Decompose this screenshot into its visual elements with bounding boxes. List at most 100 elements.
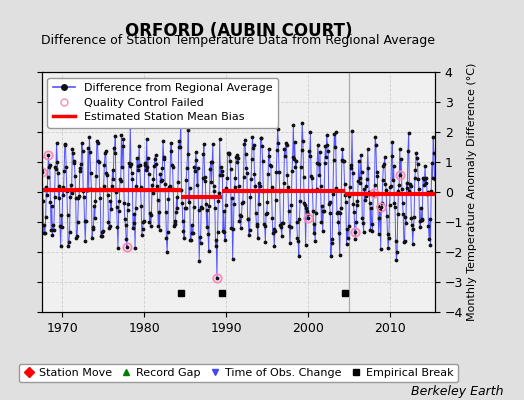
Point [299, 174, 308, 180]
Point [355, 180, 364, 186]
Point [272, 169, 280, 176]
Point [347, 165, 355, 172]
Point [287, 223, 295, 230]
Point [340, 180, 348, 187]
Point [412, 150, 420, 156]
Point [194, 165, 202, 172]
Point [178, 200, 187, 206]
Point [369, 190, 378, 196]
Point [253, 221, 261, 228]
Point [405, 188, 413, 194]
Point [237, 225, 245, 232]
Point [312, 186, 321, 192]
Point [427, 242, 435, 248]
Point [190, 204, 198, 210]
Point [332, 185, 341, 191]
Point [235, 182, 243, 189]
Point [189, 230, 197, 236]
Point [61, 140, 70, 147]
Point [220, 229, 228, 236]
Point [86, 170, 95, 176]
Point [397, 156, 406, 162]
Point [41, 214, 50, 220]
Point [297, 146, 305, 153]
Point [168, 162, 176, 169]
Point [252, 210, 260, 216]
Point [334, 218, 343, 225]
Point [45, 164, 53, 170]
Point [265, 153, 274, 159]
Point [337, 157, 346, 164]
Point [155, 209, 163, 216]
Point [149, 190, 157, 196]
Point [174, 178, 182, 185]
Point [398, 186, 406, 193]
Point [149, 176, 158, 182]
Point [399, 211, 407, 218]
Point [228, 256, 237, 262]
Point [215, 136, 224, 142]
Point [224, 150, 233, 157]
Point [423, 191, 431, 197]
Point [111, 132, 119, 139]
Point [350, 209, 358, 216]
Point [150, 156, 159, 162]
Point [177, 186, 185, 193]
Point [297, 164, 305, 171]
Point [195, 258, 203, 264]
Point [63, 188, 71, 195]
Point [273, 147, 281, 153]
Point [370, 182, 379, 188]
Point [163, 229, 172, 236]
Point [81, 238, 90, 244]
Point [407, 215, 416, 221]
Point [258, 142, 266, 149]
Point [286, 240, 294, 246]
Point [209, 183, 217, 189]
Point [420, 176, 428, 182]
Point [188, 222, 196, 228]
Point [184, 126, 192, 133]
Point [321, 160, 329, 166]
Point [124, 201, 133, 208]
Point [48, 232, 57, 238]
Point [325, 199, 334, 206]
Point [142, 166, 150, 173]
Point [384, 245, 392, 252]
Point [414, 186, 423, 192]
Point [226, 157, 234, 164]
Point [84, 144, 92, 151]
Point [375, 230, 383, 237]
Point [363, 176, 371, 183]
Point [312, 210, 320, 217]
Point [56, 223, 64, 230]
Point [185, 185, 194, 191]
Point [243, 170, 251, 176]
Point [222, 202, 230, 208]
Point [48, 203, 56, 210]
Point [400, 239, 408, 245]
Point [378, 200, 386, 206]
Point [264, 171, 272, 177]
Point [87, 186, 95, 192]
Point [290, 139, 299, 146]
Point [278, 219, 287, 226]
Point [181, 205, 190, 211]
Point [130, 211, 138, 218]
Point [416, 223, 424, 230]
Point [139, 219, 147, 226]
Point [217, 172, 226, 178]
Point [281, 152, 289, 159]
Point [362, 183, 370, 189]
Point [181, 205, 189, 211]
Point [170, 218, 179, 225]
Point [421, 180, 430, 186]
Point [319, 228, 327, 234]
Point [57, 212, 66, 218]
Point [274, 125, 282, 132]
Text: Difference of Station Temperature Data from Regional Average: Difference of Station Temperature Data f… [41, 34, 435, 47]
Point [221, 237, 230, 243]
Point [376, 207, 384, 214]
Point [276, 222, 285, 228]
Point [143, 164, 151, 170]
